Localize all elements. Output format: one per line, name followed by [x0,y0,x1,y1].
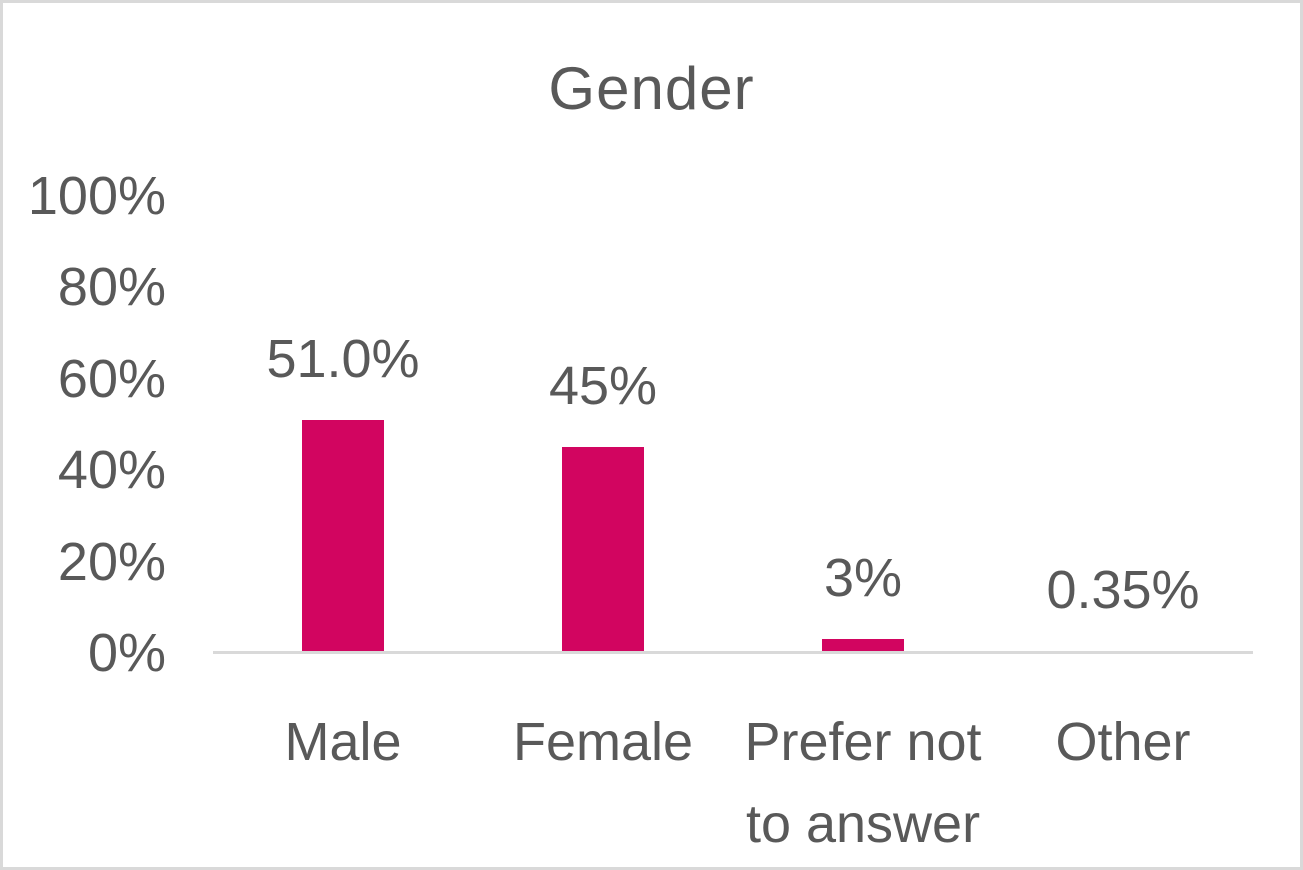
y-axis-tick-label: 20% [57,531,166,592]
bar-slot: 3% [733,196,993,653]
x-axis-category-label: Male [284,712,402,772]
y-axis-tick-label: 40% [57,440,166,501]
x-axis-labels: Male Female Prefer not to answer Other [213,701,1253,865]
data-label: 51.0% [266,328,420,389]
y-axis: 0% 20% 40% 60% 80% 100% [3,3,166,867]
plot-area: 51.0% 45% 3% 0.35% [213,196,1253,653]
x-axis-line [213,651,1253,654]
x-axis-category-label: Prefer not to answer [744,712,982,855]
y-axis-tick-label: 100% [27,166,166,226]
bar-female[interactable] [562,447,644,653]
bar-male[interactable] [302,419,384,653]
bar-prefer-not-to-answer[interactable] [822,639,904,653]
data-label: 3% [823,548,903,609]
x-axis-category-label: Female [512,712,694,772]
data-label: 0.35% [1046,560,1200,621]
y-axis-tick-label: 60% [57,348,166,409]
bar-slot: 45% [473,196,733,653]
chart-title[interactable]: Gender [548,55,755,122]
bar-series: 51.0% 45% 3% 0.35% [213,196,1253,653]
y-axis-tick-label: 80% [57,257,166,318]
x-axis-category-label: Other [1055,712,1191,772]
bar-slot: 51.0% [213,196,473,653]
data-label: 45% [548,356,658,417]
bar-slot: 0.35% [993,196,1253,653]
y-axis-tick-label: 0% [87,623,166,683]
